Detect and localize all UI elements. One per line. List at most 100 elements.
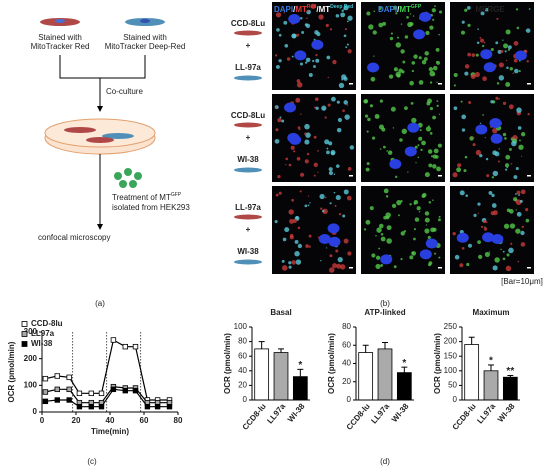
signal <box>290 145 295 150</box>
signal <box>417 144 420 147</box>
signal <box>336 164 340 168</box>
signal <box>472 143 476 147</box>
y-tick-label: 40 <box>238 366 247 375</box>
cell <box>64 127 96 133</box>
signal <box>411 117 417 124</box>
signal <box>282 265 288 271</box>
signal <box>326 247 328 249</box>
nucleus <box>489 118 502 129</box>
signal <box>452 172 458 178</box>
signal <box>457 163 462 168</box>
stain-label: MitoTracker Red <box>31 42 90 51</box>
nucleus <box>311 39 324 50</box>
signal <box>482 114 484 116</box>
signal <box>347 49 352 54</box>
signal <box>452 231 456 236</box>
arrow-head <box>97 106 103 112</box>
signal <box>429 132 433 135</box>
nucleus <box>389 159 402 170</box>
signal <box>516 211 522 217</box>
signal <box>474 71 480 78</box>
signal <box>324 116 327 119</box>
signal <box>281 259 285 263</box>
signal <box>520 132 526 137</box>
signal <box>439 10 443 14</box>
signal <box>472 136 475 139</box>
signal <box>386 150 388 152</box>
signal <box>461 128 466 132</box>
x-tick-label: LL97a <box>265 401 287 425</box>
legend-label: LL97a <box>31 329 55 338</box>
signal <box>313 174 316 177</box>
x-tick-label: 0 <box>40 416 45 425</box>
signal <box>513 41 519 46</box>
signal <box>527 113 530 116</box>
signal <box>310 3 316 9</box>
data-point <box>76 390 83 397</box>
signal <box>453 84 456 87</box>
signal <box>308 245 311 248</box>
nucleus <box>288 13 301 24</box>
signal <box>378 6 382 11</box>
signal <box>516 190 521 195</box>
cell-icon <box>234 259 262 265</box>
y-tick-label: 200 <box>444 337 458 346</box>
scale-bar <box>527 83 531 85</box>
signal <box>393 5 398 10</box>
signal <box>409 13 412 15</box>
micrograph <box>272 94 356 182</box>
connector <box>59 55 146 110</box>
signal <box>291 260 296 265</box>
stain-label: MitoTracker Deep-Red <box>105 42 186 51</box>
y-tick-label: 0 <box>33 407 38 416</box>
signal <box>294 251 300 257</box>
signal <box>300 172 305 177</box>
panel-label: (b) <box>380 299 390 308</box>
signal <box>496 82 500 85</box>
y-tick-label: 60 <box>342 340 351 349</box>
bar <box>377 348 393 401</box>
signal <box>366 162 370 166</box>
cell-icon <box>234 214 262 220</box>
signal <box>508 104 514 110</box>
signal <box>322 209 325 213</box>
signal <box>434 5 436 7</box>
signal <box>275 65 280 69</box>
signal <box>503 223 510 229</box>
scale-bar-label: [Bar=10μm] <box>501 277 543 286</box>
header-part: Deep Red <box>330 4 353 10</box>
signal <box>411 61 416 65</box>
signal <box>393 67 398 72</box>
signal <box>483 227 488 231</box>
signal <box>504 163 510 168</box>
x-tick-label: 40 <box>106 416 115 425</box>
y-tick-label: 300 <box>24 327 38 336</box>
legend-swatch <box>21 341 28 347</box>
signal <box>343 8 346 10</box>
signal <box>498 97 501 100</box>
signal <box>502 39 504 41</box>
y-axis-label: OCR (pmol/min) <box>7 341 16 402</box>
signal <box>333 173 336 176</box>
signal <box>333 191 336 194</box>
signal <box>414 217 420 222</box>
signal <box>475 149 482 156</box>
signal <box>304 132 307 135</box>
signal <box>432 18 435 21</box>
signal <box>289 235 294 240</box>
cell-icon <box>234 167 262 173</box>
signal <box>369 206 374 211</box>
signal <box>426 101 431 106</box>
signal <box>413 54 418 59</box>
signal <box>341 78 344 81</box>
nucleus <box>514 50 527 61</box>
signal <box>390 32 393 35</box>
y-tick-label: 0 <box>243 395 248 404</box>
signal <box>424 217 430 223</box>
signal <box>325 23 329 28</box>
signal <box>317 171 319 173</box>
signal <box>389 36 394 41</box>
mt-particles <box>114 168 142 188</box>
signal <box>492 210 498 216</box>
signal <box>498 75 505 81</box>
